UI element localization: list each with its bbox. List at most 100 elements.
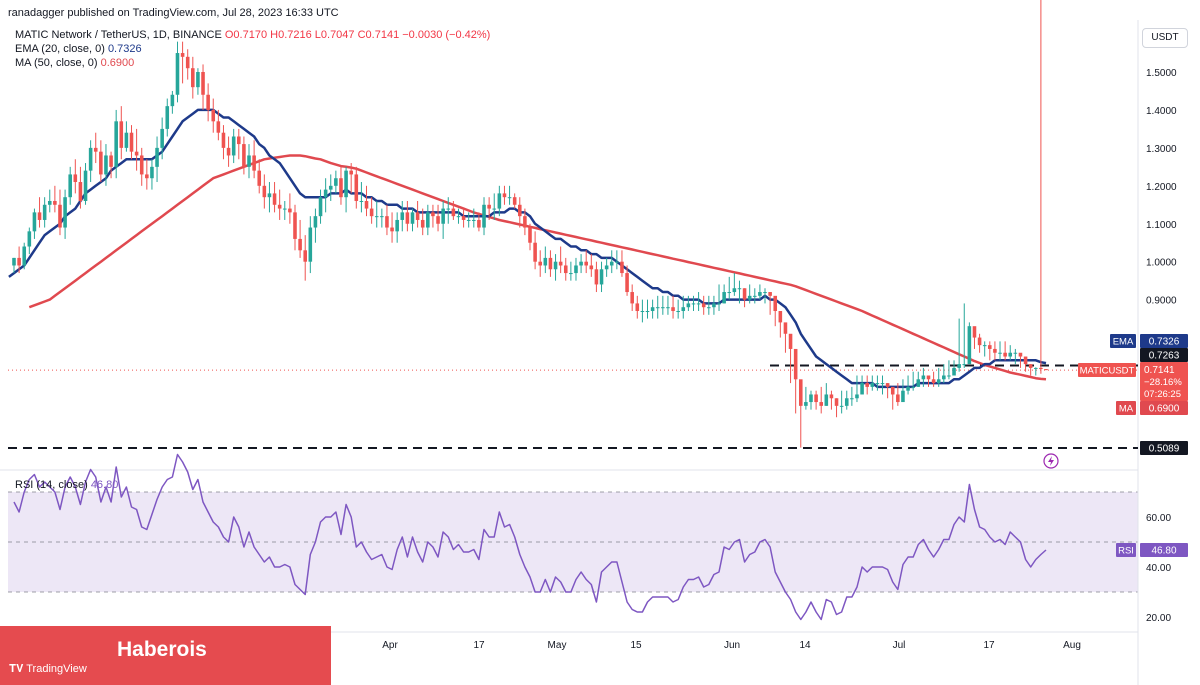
candle-body bbox=[12, 257, 16, 266]
candle bbox=[890, 386, 895, 410]
candle bbox=[1033, 367, 1038, 376]
candle-body bbox=[609, 261, 614, 266]
candle-body bbox=[420, 219, 425, 228]
candle-body bbox=[226, 147, 231, 156]
tradingview-logo: 𝐓𝐕 TradingView bbox=[9, 663, 87, 676]
candle bbox=[512, 193, 517, 209]
candle-body bbox=[558, 261, 563, 266]
candle bbox=[839, 390, 844, 414]
rsi-legend[interactable]: RSI (14, close) 46.80 bbox=[15, 479, 118, 491]
candle-body bbox=[901, 390, 905, 403]
candle bbox=[139, 147, 144, 186]
candle-body bbox=[788, 333, 793, 349]
ma-legend[interactable]: MA (50, close, 0) 0.6900 bbox=[15, 57, 134, 69]
candle bbox=[390, 212, 394, 243]
price-tick-label: 1.2000 bbox=[1146, 182, 1177, 193]
candle bbox=[620, 250, 624, 277]
candle bbox=[196, 68, 200, 95]
candle bbox=[436, 204, 440, 232]
candle bbox=[763, 288, 767, 304]
candle bbox=[967, 322, 972, 365]
currency-button[interactable]: USDT bbox=[1142, 28, 1188, 48]
candle-body bbox=[47, 200, 52, 205]
candle-body bbox=[170, 94, 175, 107]
price-axis-ticks: 0.9000 1.0000 1.1000 1.2000 1.3000 1.4000 1.50… bbox=[1146, 68, 1177, 307]
candle bbox=[456, 208, 461, 224]
candle bbox=[477, 212, 481, 232]
candle-body bbox=[942, 375, 946, 380]
candle bbox=[844, 390, 849, 410]
candle-body bbox=[242, 144, 246, 167]
candle-body bbox=[819, 402, 823, 406]
time-tick-label: Jun bbox=[724, 640, 740, 651]
candle bbox=[926, 375, 931, 387]
candle-body bbox=[814, 394, 818, 403]
candle bbox=[952, 360, 956, 376]
candle bbox=[993, 341, 997, 361]
candle bbox=[42, 197, 47, 228]
candle-body bbox=[890, 386, 895, 395]
candle-body bbox=[661, 307, 665, 309]
candle bbox=[293, 204, 297, 251]
ohlc-values: O0.7170 H0.7216 L0.7047 C0.7141 −0.0030 … bbox=[224, 29, 491, 41]
candle-body bbox=[109, 155, 113, 167]
candle bbox=[676, 299, 680, 319]
candle-body bbox=[839, 405, 844, 407]
candle-body bbox=[768, 292, 772, 296]
candle bbox=[308, 216, 313, 274]
candle bbox=[482, 197, 486, 236]
candle-body bbox=[344, 170, 348, 198]
candle-body bbox=[584, 261, 588, 266]
candle-body bbox=[155, 147, 159, 167]
candle-body bbox=[68, 174, 72, 198]
ema-legend[interactable]: EMA (20, close, 0) 0.7326 bbox=[15, 43, 142, 55]
candle-body bbox=[206, 94, 210, 110]
candle bbox=[1044, 369, 1048, 371]
publisher-line: ranadagger published on TradingView.com,… bbox=[8, 7, 339, 19]
candle-body bbox=[211, 109, 216, 122]
candle bbox=[916, 371, 921, 387]
candle bbox=[686, 295, 691, 312]
candle bbox=[446, 197, 451, 224]
candle-body bbox=[482, 204, 486, 228]
candle-body bbox=[855, 394, 859, 399]
candle-body bbox=[758, 292, 762, 296]
candle-body bbox=[543, 257, 548, 266]
candle bbox=[982, 341, 987, 357]
candle bbox=[267, 182, 272, 213]
candle bbox=[609, 250, 614, 274]
candle bbox=[1018, 352, 1023, 368]
candle-body bbox=[793, 348, 798, 380]
candle bbox=[819, 386, 823, 414]
candle-body bbox=[267, 193, 272, 198]
svg-text:0.5089: 0.5089 bbox=[1149, 444, 1180, 455]
candle-body bbox=[717, 303, 721, 305]
candle bbox=[492, 193, 497, 220]
lightning-icon[interactable] bbox=[1043, 453, 1059, 469]
candle bbox=[691, 295, 696, 312]
candle bbox=[717, 284, 721, 312]
candle-body bbox=[507, 197, 512, 199]
rsi-tick-label: 40.00 bbox=[1146, 563, 1171, 574]
candle-body bbox=[231, 136, 236, 156]
candle-body bbox=[798, 379, 803, 406]
candle-body bbox=[196, 72, 200, 88]
candle-body bbox=[707, 307, 711, 309]
candle bbox=[226, 136, 231, 167]
candle bbox=[32, 208, 37, 239]
candle-body bbox=[114, 121, 118, 167]
candle-body bbox=[870, 383, 875, 387]
candle bbox=[191, 56, 195, 99]
candle-body bbox=[359, 200, 364, 202]
candle-body bbox=[620, 261, 624, 274]
candle-body bbox=[691, 303, 696, 305]
candle bbox=[63, 189, 67, 239]
time-tick-label: 14 bbox=[799, 640, 811, 651]
candle-body bbox=[523, 216, 527, 228]
candle-body bbox=[860, 383, 864, 395]
candle bbox=[804, 386, 808, 410]
candle-body bbox=[604, 265, 609, 270]
candle bbox=[569, 261, 573, 281]
watermark-banner: Haberois 𝐓𝐕 TradingView bbox=[0, 626, 331, 685]
